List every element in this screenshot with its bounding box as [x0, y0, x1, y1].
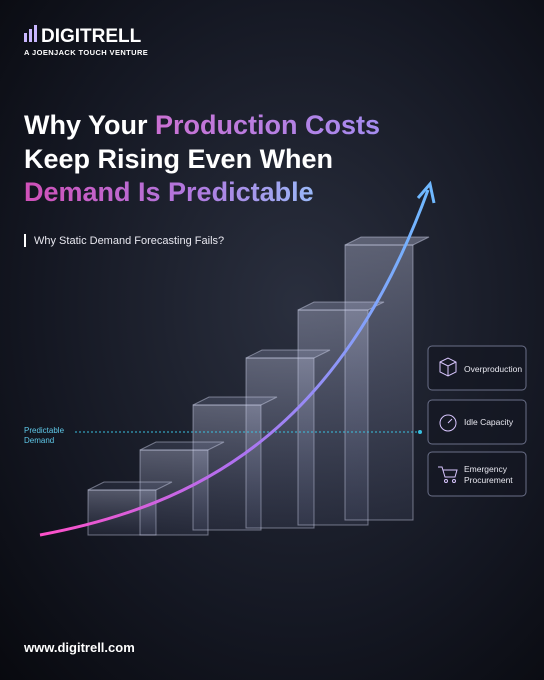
issue-list — [427, 345, 527, 497]
arrow-head — [416, 180, 436, 204]
issue-box — [427, 345, 527, 391]
headline-highlight: Production Costs — [155, 110, 380, 140]
issue-box — [427, 399, 527, 445]
headline: Why Your Production Costs — [24, 110, 380, 140]
issue-label: Emergency Procurement — [464, 464, 513, 485]
headline: Keep Rising Even When — [24, 144, 333, 174]
headline-part: Why Your — [24, 110, 155, 140]
issue-box — [427, 451, 527, 497]
glass-steps — [87, 236, 430, 536]
brand-tagline: A JOENJACK TOUCH VENTURE — [24, 48, 148, 57]
label-line: Predictable — [24, 426, 65, 435]
issue-label: Overproduction — [464, 364, 522, 374]
trend-arrow — [39, 189, 430, 537]
issue-label: Idle Capacity — [464, 417, 514, 427]
headline-highlight: Demand Is Predictable — [24, 177, 314, 207]
baseline-dot — [418, 430, 422, 434]
baseline-label: Predictable Demand — [24, 426, 65, 445]
accent-bar — [24, 234, 26, 247]
footer-url: www.digitrell.com — [23, 640, 135, 655]
brand-name: DIGITRELL — [41, 26, 142, 47]
label-line: Procurement — [464, 475, 513, 485]
subtitle: Why Static Demand Forecasting Fails? — [34, 235, 224, 247]
label-line: Demand — [24, 436, 54, 445]
logo — [24, 25, 37, 42]
label-line: Emergency — [464, 464, 508, 474]
